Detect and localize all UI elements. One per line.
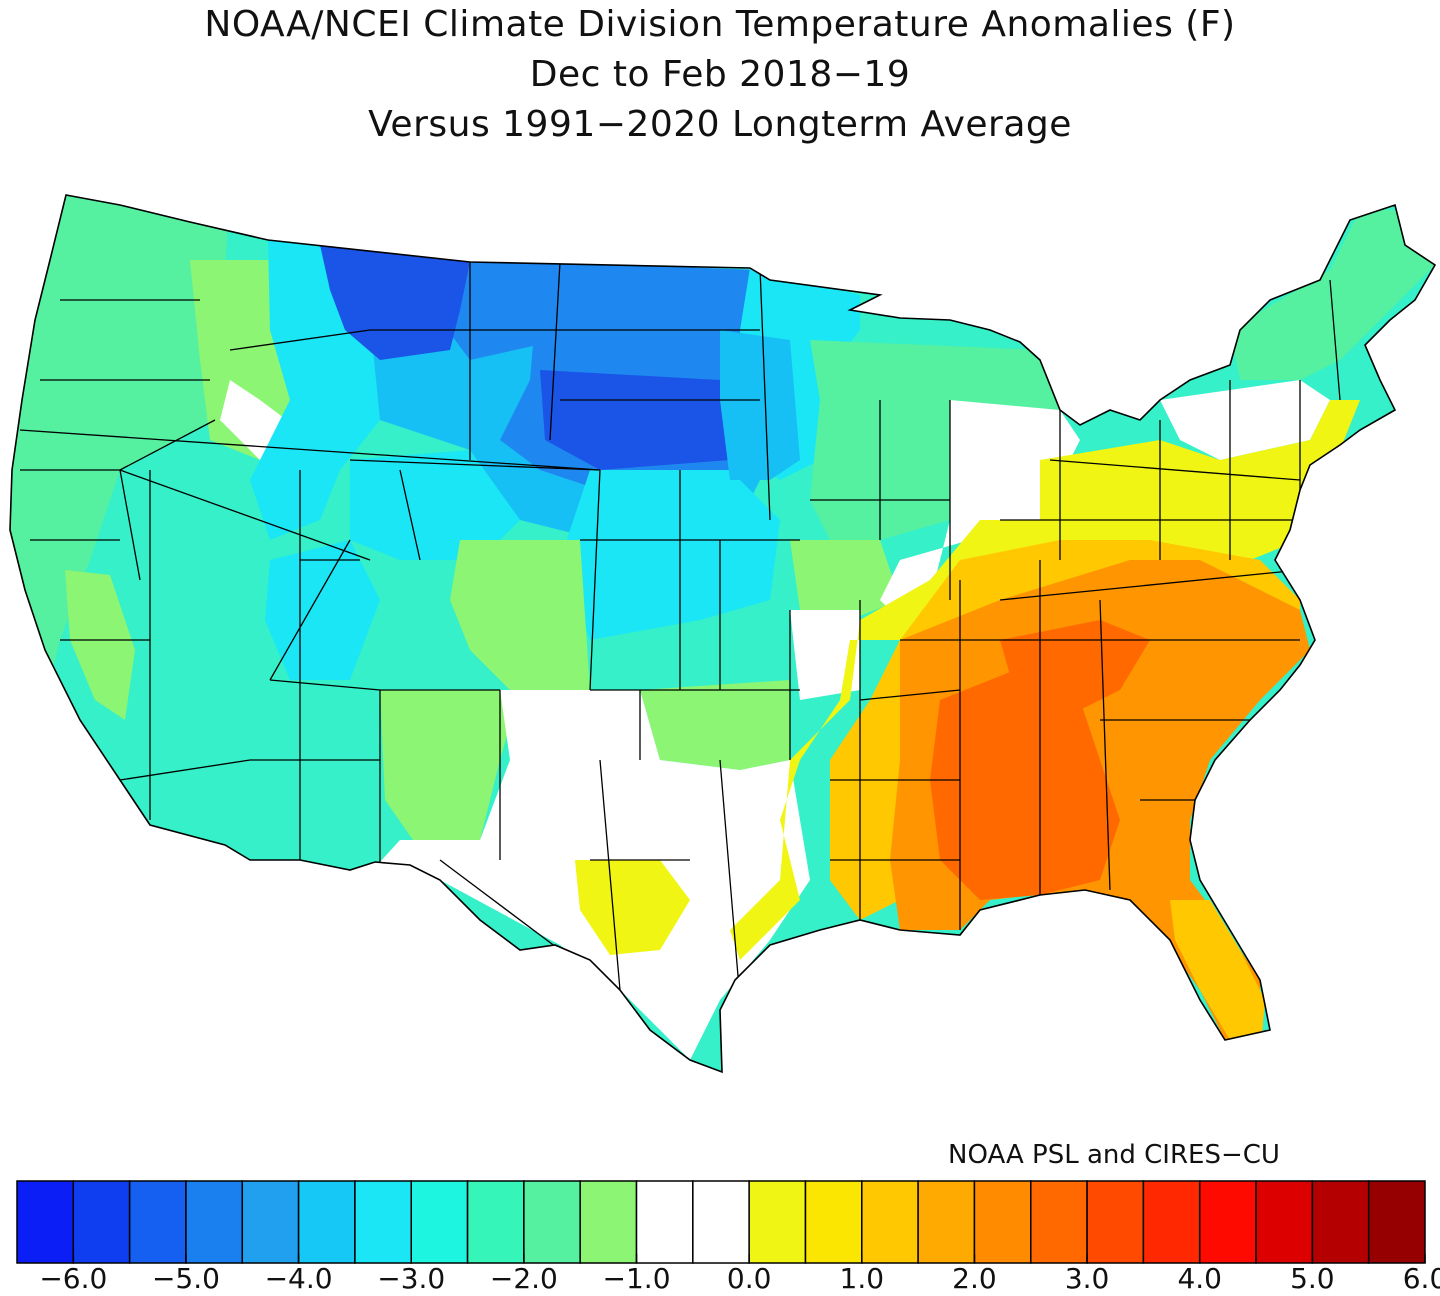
- region-tennessee-red-orange: [1000, 620, 1150, 720]
- state-border-lines: [19, 261, 1341, 1001]
- color-bar: [16, 1180, 1426, 1264]
- colorbar-cell: [1367, 1180, 1426, 1264]
- region-new-mexico-green: [380, 690, 520, 850]
- colorbar-cell: [354, 1180, 412, 1264]
- colorbar-tick-label: −4.0: [264, 1262, 333, 1295]
- region-yellow-band: [730, 400, 1360, 960]
- colorbar-cell: [579, 1180, 638, 1264]
- colorbar-cell: [128, 1180, 187, 1264]
- region-utah-cyan: [265, 540, 380, 680]
- colorbar-cell: [16, 1180, 75, 1264]
- colorbar-cell: [861, 1180, 919, 1264]
- colorbar-cell: [917, 1180, 976, 1264]
- colorbar-tick-label: 2.0: [952, 1262, 997, 1295]
- colorbar-cell: [804, 1180, 863, 1264]
- colorbar-cell: [973, 1180, 1032, 1264]
- region-neutral-ohio-valley: [880, 400, 1080, 620]
- colorbar-tick-label: 4.0: [1177, 1262, 1222, 1295]
- colorbar-cell: [1142, 1180, 1201, 1264]
- colorbar-tick-label: −6.0: [39, 1262, 108, 1295]
- region-upper-midwest-green: [810, 340, 1060, 560]
- region-nebraska-cyan: [560, 470, 780, 640]
- region-neutral-arkansas: [790, 610, 860, 700]
- colorbar-cell: [1198, 1180, 1257, 1264]
- title-line-1: NOAA/NCEI Climate Division Temperature A…: [204, 4, 1236, 45]
- region-central-valley: [65, 570, 135, 720]
- colorbar-tick-label: −2.0: [489, 1262, 558, 1295]
- colorbar-tick-label: 0.0: [726, 1262, 772, 1295]
- colorbar-cell: [692, 1180, 750, 1264]
- region-missouri-green: [790, 540, 900, 620]
- region-neutral-northeast: [1160, 380, 1330, 460]
- title-line-2: Dec to Feb 2018−19: [529, 54, 911, 95]
- region-louisiana-gold: [830, 780, 900, 920]
- title-line-3: Versus 1991−2020 Longterm Average: [368, 104, 1072, 145]
- colorbar-cell: [1086, 1180, 1145, 1264]
- region-west-coast: [10, 195, 230, 730]
- colorbar-cell: [635, 1180, 694, 1264]
- region-south-dakota-deep-blue: [540, 370, 730, 470]
- colorbar-cell: [466, 1180, 525, 1264]
- region-wyoming-cyan: [350, 450, 520, 560]
- region-new-england-green: [1230, 210, 1435, 380]
- colorbar-cell: [1311, 1180, 1370, 1264]
- colorbar-cell: [241, 1180, 300, 1264]
- region-central-texas-yellow: [575, 860, 690, 955]
- region-florida-gold: [1170, 900, 1265, 1040]
- colorbar-tick-label: 6.0: [1402, 1262, 1440, 1295]
- colorbar-cell: [72, 1180, 131, 1264]
- conus-anomaly-map: [9, 194, 1436, 1073]
- colorbar-tick-label: −5.0: [151, 1262, 220, 1295]
- colorbar-tick-label: 3.0: [1064, 1262, 1110, 1295]
- colorbar-tick-label: 1.0: [839, 1262, 885, 1295]
- map-title: NOAA/NCEI Climate Division Temperature A…: [0, 0, 1440, 150]
- colorbar-cell: [1030, 1180, 1088, 1264]
- credit-label: NOAA PSL and CIRES−CU: [948, 1140, 1280, 1170]
- colorbar-tick-label: −3.0: [377, 1262, 446, 1295]
- colorbar-cell: [185, 1180, 244, 1264]
- colorbar-cell: [297, 1180, 356, 1264]
- colorbar-cell: [748, 1180, 807, 1264]
- colorbar-cell: [1255, 1180, 1314, 1264]
- colorbar-cell: [410, 1180, 469, 1264]
- region-deep-south-red-orange: [930, 660, 1120, 900]
- colorbar-tick-label: −1.0: [602, 1262, 671, 1295]
- colorbar-tick-label: 5.0: [1290, 1262, 1335, 1295]
- region-colorado-green: [450, 540, 590, 700]
- climate-division-borders: [19, 261, 1341, 1001]
- region-oklahoma-green: [640, 680, 790, 770]
- colorbar-cell: [523, 1180, 581, 1264]
- region-minnesota-light-blue: [720, 330, 800, 480]
